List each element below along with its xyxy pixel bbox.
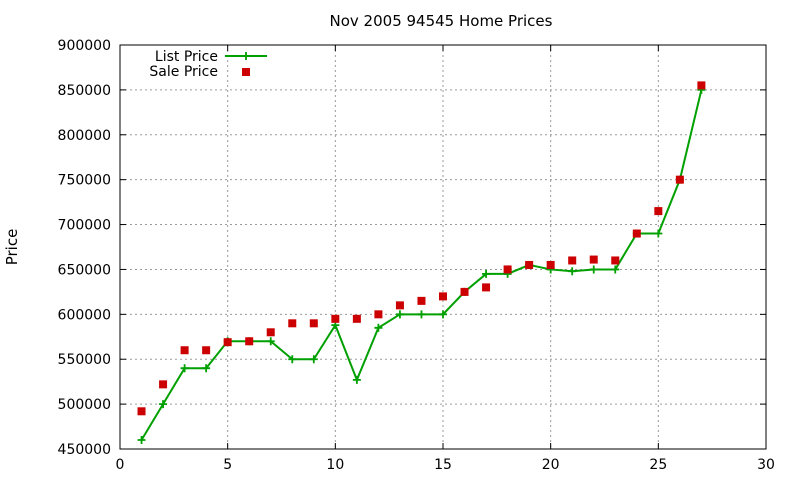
sale-price-point [137,407,146,416]
sale-price-point [331,314,340,323]
list-price-point [568,267,577,276]
x-tick-label: 30 [757,457,775,473]
y-tick-label: 450000 [58,442,111,458]
sale-price-point [245,337,254,346]
list-price-point [374,323,383,332]
list-price-point [352,375,361,384]
axes: 0 5 10 15 20 25 30 450000 500000 550000 600000 6500… [58,38,775,473]
list-price-series [137,85,706,445]
sale-price-point [482,283,491,292]
x-tick-label: 25 [649,457,667,473]
list-price-point [309,355,318,364]
sale-price-point [697,81,706,90]
y-tick-label: 700000 [58,218,111,234]
sale-price-point [589,255,598,264]
grid-lines [120,45,766,449]
list-price-point [417,310,426,319]
list-price-point [395,310,404,319]
sale-price-point [159,380,168,389]
y-tick-label: 550000 [58,352,111,368]
list-price-point [611,265,620,274]
list-price-point [266,337,275,346]
sale-price-point [309,319,318,328]
chart-title: Nov 2005 94545 Home Prices [330,12,553,30]
list-price-line [140,89,703,441]
list-price-point [180,364,189,373]
y-tick-label: 500000 [58,397,111,413]
legend-label-list-price: List Price [155,49,218,65]
plot-frame [119,44,767,450]
x-tick-label: 15 [434,457,452,473]
list-price-point [288,355,297,364]
sale-price-point [352,314,361,323]
y-tick-label: 650000 [58,262,111,278]
list-price-point [482,269,491,278]
sale-price-point [288,319,297,328]
sale-price-point [395,301,404,310]
sale-price-point [417,296,426,305]
sale-price-point [266,328,275,337]
sale-price-point [632,229,641,238]
sale-price-point [525,260,534,269]
legend-label-sale-price: Sale Price [149,64,218,80]
sale-price-point [611,256,620,265]
x-tick-label: 5 [223,457,232,473]
sale-price-point [503,265,512,274]
list-price-point [589,265,598,274]
legend: List Price Sale Price [149,49,267,80]
sale-price-point [180,346,189,355]
sale-price-point [202,346,211,355]
legend-marker-list-price [242,52,250,60]
y-tick-label: 750000 [58,173,111,189]
sale-price-point [223,338,232,347]
sale-price-point [546,260,555,269]
x-tick-label: 10 [326,457,344,473]
x-tick-label: 20 [542,457,560,473]
y-axis-label: Price [3,229,21,266]
sale-price-point [675,175,684,184]
y-tick-label: 850000 [58,83,111,99]
y-tick-label: 800000 [58,128,111,144]
legend-marker-sale-price [242,68,250,76]
list-price-point [654,229,663,238]
y-tick-label: 900000 [58,38,111,54]
y-tick-label: 600000 [58,307,111,323]
list-price-point [137,436,146,445]
sale-price-point [460,287,469,296]
sale-price-series [137,81,706,416]
sale-price-point [654,207,663,216]
sale-price-point [568,256,577,265]
x-tick-label: 0 [116,457,125,473]
sale-price-point [439,292,447,301]
list-price-point [202,364,211,373]
list-price-point [159,400,168,409]
sale-price-point [374,310,383,319]
list-price-point [439,310,447,319]
